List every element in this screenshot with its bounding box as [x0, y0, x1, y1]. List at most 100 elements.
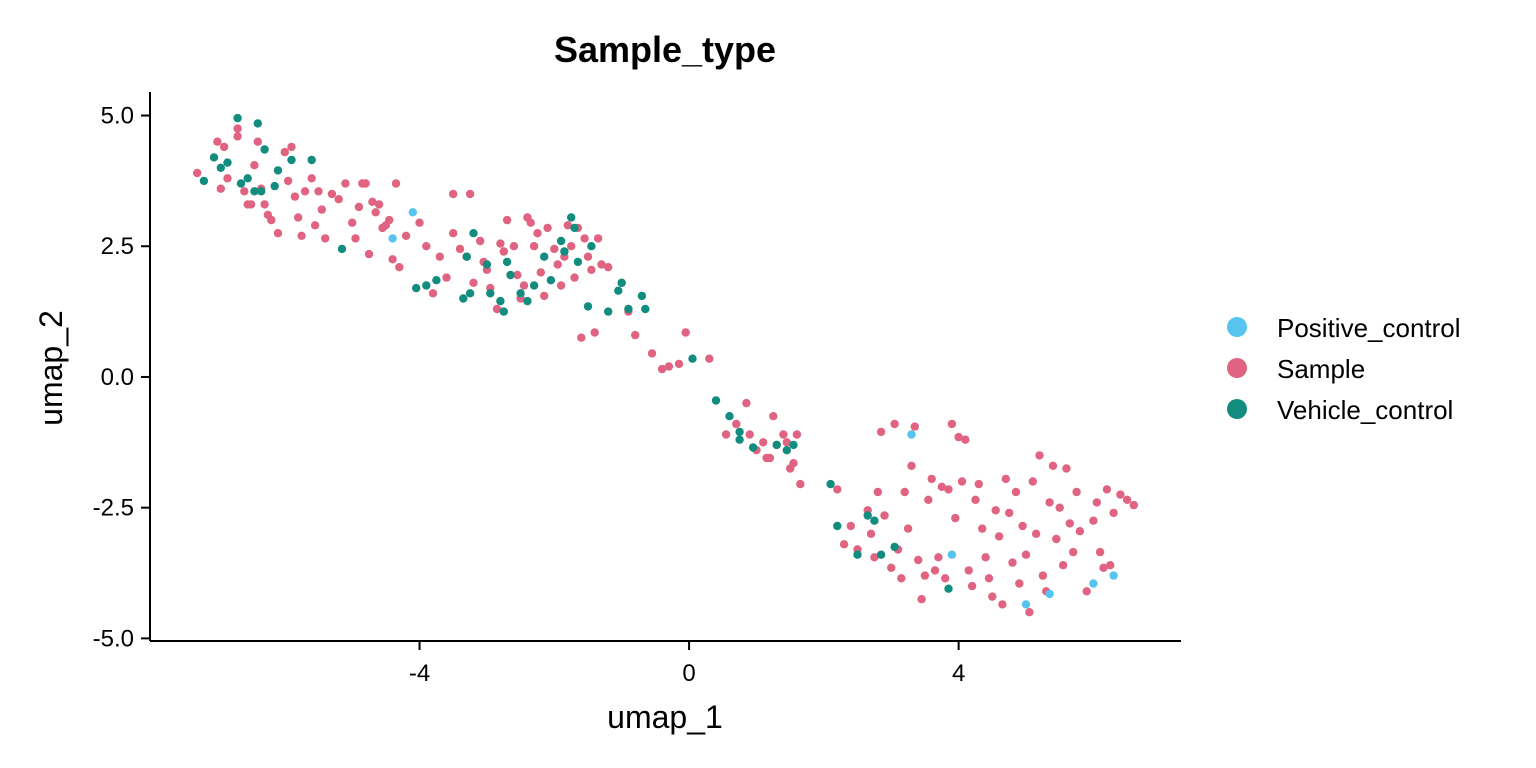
point-sample: [415, 218, 424, 227]
point-vehicle-control: [516, 289, 525, 298]
point-sample: [944, 485, 953, 494]
point-sample: [1021, 550, 1031, 559]
point-sample: [334, 195, 343, 204]
point-vehicle-control: [826, 479, 835, 489]
point-vehicle-control: [944, 584, 953, 593]
point-sample: [934, 553, 943, 562]
point-vehicle-control: [637, 291, 647, 301]
point-vehicle-control: [735, 427, 744, 437]
point-positive-control: [408, 208, 417, 217]
point-sample: [391, 179, 401, 188]
point-sample: [593, 234, 603, 243]
point-sample: [287, 142, 296, 152]
point-sample: [1062, 464, 1071, 473]
point-sample: [496, 239, 505, 248]
point-sample: [866, 529, 876, 538]
point-vehicle-control: [422, 281, 431, 290]
point-vehicle-control: [583, 302, 593, 311]
point-vehicle-control: [253, 119, 262, 128]
point-sample: [267, 215, 276, 225]
chart-title: Sample_type: [554, 29, 776, 70]
point-sample: [1109, 508, 1118, 518]
point-vehicle-control: [560, 247, 569, 256]
point-sample: [563, 221, 572, 230]
point-sample: [674, 359, 684, 369]
point-sample: [1005, 508, 1014, 518]
point-sample: [314, 187, 323, 196]
point-sample: [1099, 563, 1108, 572]
point-sample: [890, 419, 899, 429]
point-sample: [742, 398, 751, 408]
point-vehicle-control: [540, 252, 549, 261]
point-sample: [947, 419, 957, 429]
point-sample: [887, 563, 896, 572]
point-sample: [341, 179, 350, 188]
legend: Positive_control Sample Vehicle_control: [1227, 313, 1461, 425]
point-sample: [1065, 519, 1075, 528]
point-sample: [1116, 490, 1125, 499]
point-sample: [233, 132, 242, 141]
point-vehicle-control: [233, 113, 242, 123]
point-sample: [1095, 547, 1105, 557]
point-sample: [1072, 487, 1081, 497]
point-vehicle-control: [469, 229, 478, 238]
point-positive-control: [947, 550, 957, 559]
point-sample: [1018, 521, 1027, 531]
point-sample: [536, 268, 545, 277]
x-tick-label: 0: [682, 660, 695, 687]
point-positive-control: [907, 430, 916, 439]
point-vehicle-control: [529, 281, 539, 290]
point-vehicle-control: [337, 244, 347, 254]
point-vehicle-control: [459, 294, 468, 303]
point-sample: [597, 260, 606, 269]
point-sample: [327, 189, 337, 199]
point-sample: [1106, 561, 1115, 570]
point-vehicle-control: [412, 283, 421, 293]
point-sample: [1075, 527, 1085, 536]
point-sample: [1082, 587, 1091, 596]
point-sample: [1102, 485, 1112, 494]
point-sample: [998, 600, 1007, 609]
point-sample: [556, 281, 566, 290]
point-vehicle-control: [502, 257, 512, 267]
point-sample: [216, 184, 225, 193]
point-sample: [567, 242, 576, 251]
point-sample: [1122, 495, 1132, 504]
point-sample: [502, 215, 512, 225]
legend-label-vehicle-control: Vehicle_control: [1277, 395, 1453, 425]
point-sample: [974, 479, 983, 489]
point-vehicle-control: [604, 307, 613, 316]
point-sample: [846, 521, 855, 531]
point-sample: [455, 244, 465, 254]
point-sample: [1001, 474, 1010, 484]
y-tick-label: 2.5: [101, 233, 134, 260]
point-vehicle-control: [482, 260, 492, 269]
legend-key-positive-control: [1227, 317, 1247, 337]
point-sample: [374, 200, 384, 209]
point-sample: [533, 229, 542, 238]
point-sample: [1011, 487, 1021, 497]
point-sample: [1089, 516, 1098, 525]
point-vehicle-control: [789, 440, 798, 450]
point-sample: [1092, 498, 1102, 507]
point-sample: [428, 289, 438, 298]
point-vehicle-control: [546, 276, 556, 285]
point-sample: [1129, 500, 1139, 510]
point-vehicle-control: [250, 187, 259, 196]
point-sample: [233, 124, 242, 133]
point-sample: [246, 200, 256, 209]
point-vehicle-control: [748, 443, 758, 452]
point-sample: [1038, 571, 1048, 580]
point-sample: [876, 427, 886, 437]
scatter-points: [193, 113, 1139, 617]
point-sample: [930, 566, 940, 575]
point-sample: [1048, 461, 1058, 470]
point-sample: [994, 532, 1004, 541]
point-sample: [465, 189, 475, 199]
x-tick-label: -4: [409, 660, 430, 687]
legend-label-positive-control: Positive_control: [1277, 313, 1461, 343]
point-positive-control: [1021, 600, 1031, 609]
legend-key-sample: [1227, 358, 1247, 378]
point-sample: [348, 218, 357, 227]
point-vehicle-control: [223, 158, 232, 167]
